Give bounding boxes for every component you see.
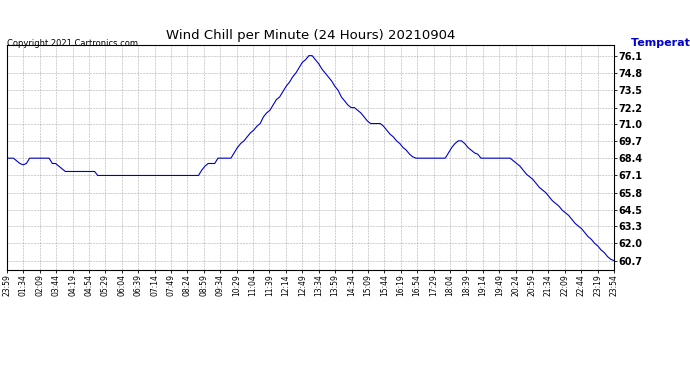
Text: Temperature  (°F): Temperature (°F) bbox=[631, 38, 690, 48]
Title: Wind Chill per Minute (24 Hours) 20210904: Wind Chill per Minute (24 Hours) 2021090… bbox=[166, 30, 455, 42]
Text: Copyright 2021 Cartronics.com: Copyright 2021 Cartronics.com bbox=[7, 39, 138, 48]
